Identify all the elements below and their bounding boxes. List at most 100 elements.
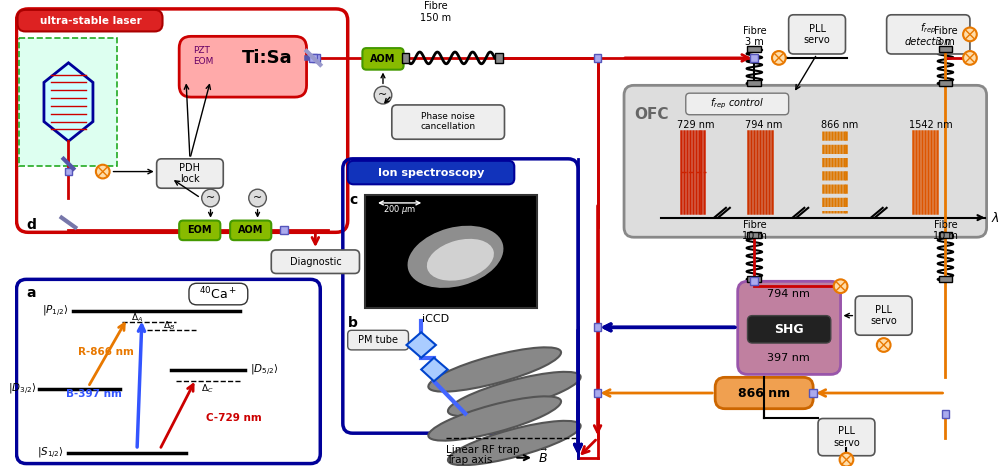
Text: Trap axis: Trap axis <box>445 454 492 465</box>
Text: c: c <box>350 193 358 207</box>
Text: $f_{rep}$
detection: $f_{rep}$ detection <box>904 22 951 47</box>
Bar <box>939 46 953 52</box>
Text: 729 nm: 729 nm <box>676 119 715 130</box>
FancyBboxPatch shape <box>179 220 220 240</box>
Text: Fibre
3 m: Fibre 3 m <box>743 26 766 47</box>
Bar <box>809 389 817 397</box>
Text: Fibre
3 m: Fibre 3 m <box>934 26 957 47</box>
Bar <box>748 46 761 52</box>
Text: Diagnostic: Diagnostic <box>289 257 342 267</box>
FancyBboxPatch shape <box>17 10 163 31</box>
FancyBboxPatch shape <box>348 161 515 184</box>
Bar <box>64 168 72 176</box>
FancyBboxPatch shape <box>157 159 223 188</box>
Text: a: a <box>26 286 36 300</box>
FancyBboxPatch shape <box>392 105 505 139</box>
Text: $|D_{5/2}\rangle$: $|D_{5/2}\rangle$ <box>249 362 278 377</box>
Polygon shape <box>406 332 436 358</box>
Circle shape <box>834 279 847 293</box>
Text: ~: ~ <box>206 193 215 203</box>
FancyBboxPatch shape <box>230 220 271 240</box>
Bar <box>748 277 761 282</box>
Text: 200 $\mu$m: 200 $\mu$m <box>383 203 416 216</box>
FancyBboxPatch shape <box>179 37 307 97</box>
FancyBboxPatch shape <box>748 315 831 343</box>
Text: 397 nm: 397 nm <box>767 353 810 363</box>
Circle shape <box>876 338 890 352</box>
Circle shape <box>963 28 977 41</box>
Text: AOM: AOM <box>370 54 396 64</box>
Text: $\Delta_A$: $\Delta_A$ <box>131 311 143 324</box>
Bar <box>594 389 602 397</box>
Circle shape <box>202 189 219 207</box>
Polygon shape <box>421 358 447 381</box>
Text: OFC: OFC <box>634 107 668 122</box>
Circle shape <box>963 51 977 65</box>
Bar <box>366 195 537 308</box>
Text: $|S_{1/2}\rangle$: $|S_{1/2}\rangle$ <box>36 446 63 460</box>
Text: $|D_{3/2}\rangle$: $|D_{3/2}\rangle$ <box>8 382 36 396</box>
Text: B-397 nm: B-397 nm <box>66 389 123 399</box>
Text: $f_{rep}$ control: $f_{rep}$ control <box>710 97 764 111</box>
Text: $|P_{1/2}\rangle$: $|P_{1/2}\rangle$ <box>42 303 68 318</box>
Bar <box>310 54 318 62</box>
FancyBboxPatch shape <box>271 250 360 273</box>
Text: R-866 nm: R-866 nm <box>78 347 134 357</box>
Text: PLL
servo: PLL servo <box>833 426 860 448</box>
FancyBboxPatch shape <box>738 281 840 374</box>
FancyBboxPatch shape <box>716 377 813 409</box>
Ellipse shape <box>448 372 581 416</box>
Text: 1542 nm: 1542 nm <box>909 119 953 130</box>
Text: Ion spectroscopy: Ion spectroscopy <box>378 168 484 177</box>
Text: PLL
servo: PLL servo <box>870 305 897 326</box>
Bar <box>751 54 759 62</box>
FancyBboxPatch shape <box>363 48 404 70</box>
Text: AOM: AOM <box>238 226 263 235</box>
Text: Fibre
10 m: Fibre 10 m <box>742 219 767 241</box>
Text: PZT
EOM: PZT EOM <box>193 46 213 66</box>
Text: 794 nm: 794 nm <box>767 289 810 299</box>
Text: Phase noise
cancellation: Phase noise cancellation <box>420 112 475 132</box>
Bar <box>939 232 953 238</box>
Bar <box>748 80 761 86</box>
Text: iCCD: iCCD <box>422 314 449 323</box>
FancyBboxPatch shape <box>789 15 845 54</box>
Ellipse shape <box>428 396 561 441</box>
Text: ultra-stable laser: ultra-stable laser <box>40 15 142 26</box>
Bar <box>594 54 602 62</box>
Text: $\lambda$: $\lambda$ <box>992 211 1000 225</box>
Text: EOM: EOM <box>188 226 212 235</box>
FancyBboxPatch shape <box>348 330 408 350</box>
Circle shape <box>95 165 110 178</box>
FancyBboxPatch shape <box>855 296 913 335</box>
Circle shape <box>839 453 853 467</box>
Text: ~: ~ <box>253 193 262 203</box>
Text: Fibre
10 m: Fibre 10 m <box>933 219 958 241</box>
Circle shape <box>249 189 266 207</box>
Bar <box>748 232 761 238</box>
Bar <box>942 410 950 417</box>
FancyBboxPatch shape <box>818 418 875 456</box>
Text: $\Delta_C$: $\Delta_C$ <box>201 383 214 395</box>
Ellipse shape <box>408 226 504 288</box>
Bar <box>313 54 321 62</box>
Bar <box>280 227 288 234</box>
Text: PLL
servo: PLL servo <box>804 23 830 45</box>
Circle shape <box>772 51 786 65</box>
Text: d: d <box>26 218 36 232</box>
Text: $\vec{B}$: $\vec{B}$ <box>538 449 548 466</box>
Text: 866 nm: 866 nm <box>821 119 858 130</box>
FancyBboxPatch shape <box>624 85 987 237</box>
Ellipse shape <box>427 239 493 281</box>
Text: 866 nm: 866 nm <box>738 387 790 400</box>
Bar <box>594 323 602 331</box>
Text: Fibre
150 m: Fibre 150 m <box>420 1 451 22</box>
Bar <box>19 38 118 166</box>
FancyBboxPatch shape <box>685 93 789 115</box>
Ellipse shape <box>448 421 581 465</box>
Text: Linear RF trap: Linear RF trap <box>445 445 520 455</box>
Bar <box>939 80 953 86</box>
Text: $^{40}$Ca$^+$: $^{40}$Ca$^+$ <box>199 286 237 302</box>
Text: 794 nm: 794 nm <box>746 119 783 130</box>
Text: PDH
lock: PDH lock <box>180 163 200 184</box>
